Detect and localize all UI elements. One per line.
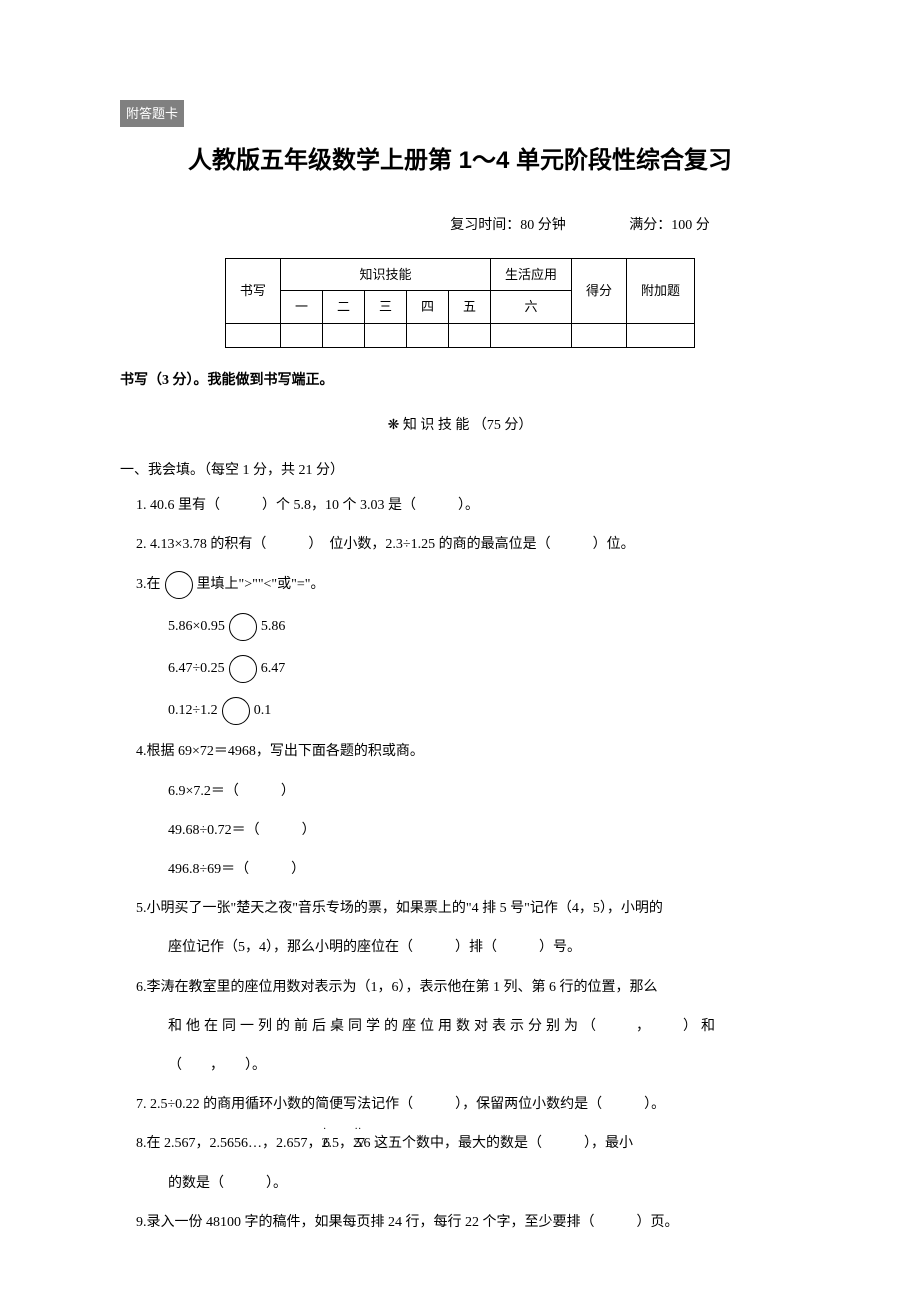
question-8: 8.在 2.567，2.5656…，2.657，2.56，2.65 7这五个数中… <box>120 1131 800 1156</box>
question-4: 4.根据 69×72＝4968，写出下面各题的积或商。 <box>120 739 800 764</box>
col-5: 五 <box>449 291 491 323</box>
question-6-line2: 和他在同一列的前后桌同学的座位用数对表示分别为（ ， ）和 <box>120 1014 800 1039</box>
q8-p7: 这五个数中，最大的数是（ ），最小 <box>374 1136 633 1151</box>
table-row: 书写 知识技能 生活应用 得分 附加题 <box>225 258 694 290</box>
empty-cell <box>322 323 364 347</box>
q3-text-end: 里填上">""<"或"="。 <box>197 578 325 593</box>
question-8-line2: 的数是（ ）。 <box>120 1171 800 1196</box>
extra-header: 附加题 <box>627 258 695 323</box>
q4-sub-a: 6.9×7.2＝（ ） <box>120 779 800 804</box>
question-6-line3: （ ， ）。 <box>120 1053 800 1078</box>
question-1: 1. 40.6 里有（ ）个 5.8，10 个 3.03 是（ ）。 <box>120 493 800 518</box>
q3-b2: 6.47 <box>261 662 286 677</box>
empty-cell <box>572 323 627 347</box>
q3-c1: 0.12÷1.2 <box>168 704 218 719</box>
col-3: 三 <box>364 291 406 323</box>
question-6: 6.李涛在教室里的座位用数对表示为（1，6），表示他在第 1 列、第 6 行的位… <box>120 975 800 1000</box>
circle-blank <box>222 697 250 725</box>
knowledge-label: ❋ 知 识 技 能 （75 分） <box>388 418 533 433</box>
q3-sub-c: 0.12÷1.2 0.1 <box>120 697 800 725</box>
section-1-header: 一、我会填。（每空 1 分，共 21 分） <box>120 458 800 483</box>
q6-line1: 6.李涛在教室里的座位用数对表示为（1，6），表示他在第 1 列、第 6 行的位… <box>136 980 658 995</box>
q3-sub-b: 6.47÷0.25 6.47 <box>120 655 800 683</box>
writing-header: 书写 <box>225 258 280 323</box>
q3-a2: 5.86 <box>261 620 286 635</box>
score-label: 满分：100 分 <box>629 213 710 238</box>
q3-b1: 6.47÷0.25 <box>168 662 225 677</box>
empty-cell <box>627 323 695 347</box>
answer-card-badge: 附答题卡 <box>120 100 184 127</box>
q5-line2: 座位记作（5，4），那么小明的座位在（ ）排（ ）号。 <box>168 940 581 955</box>
q6-line3: （ ， ）。 <box>168 1058 266 1073</box>
empty-cell <box>491 323 572 347</box>
q3-c2: 0.1 <box>254 704 272 719</box>
writing-section-header: 书写（3 分）。我能做到书写端正。 <box>120 368 800 393</box>
q4-sub-b: 49.68÷0.72＝（ ） <box>120 818 800 843</box>
empty-cell <box>449 323 491 347</box>
question-9: 9.录入一份 48100 字的稿件，如果每页排 24 行，每行 22 个字，至少… <box>120 1210 800 1235</box>
score-header: 得分 <box>572 258 627 323</box>
q3-a1: 5.86×0.95 <box>168 620 225 635</box>
q6-line2: 和他在同一列的前后桌同学的座位用数对表示分别为（ ， ）和 <box>168 1019 719 1034</box>
empty-cell <box>280 323 322 347</box>
circle-blank <box>165 571 193 599</box>
q8-line2: 的数是（ ）。 <box>168 1176 287 1191</box>
question-3: 3.在 里填上">""<"或"="。 <box>120 571 800 599</box>
question-7: 7. 2.5÷0.22 的商用循环小数的简便写法记作（ ），保留两位小数约是（ … <box>120 1092 800 1117</box>
col-6: 六 <box>491 291 572 323</box>
time-label: 复习时间：80 分钟 <box>450 213 566 238</box>
table-row <box>225 323 694 347</box>
circle-blank <box>229 655 257 683</box>
col-2: 二 <box>322 291 364 323</box>
application-header: 生活应用 <box>491 258 572 290</box>
meta-info: 复习时间：80 分钟 满分：100 分 <box>120 213 800 238</box>
q3-text-start: 3.在 <box>136 578 161 593</box>
score-table: 书写 知识技能 生活应用 得分 附加题 一 二 三 四 五 六 <box>225 258 695 348</box>
question-5: 5.小明买了一张"楚天之夜"音乐专场的票，如果票上的"4 排 5 号"记作（4，… <box>120 896 800 921</box>
q8-p1: 8.在 2.567，2.5656…，2.657，2.5 <box>136 1136 339 1151</box>
question-5-line2: 座位记作（5，4），那么小明的座位在（ ）排（ ）号。 <box>120 935 800 960</box>
question-2: 2. 4.13×3.78 的积有（ ） 位小数，2.3÷1.25 的商的最高位是… <box>120 532 800 557</box>
knowledge-section-title: ❋ 知 识 技 能 （75 分） <box>120 413 800 438</box>
empty-cell <box>364 323 406 347</box>
knowledge-header-cell: 知识技能 <box>280 258 490 290</box>
q5-line1: 5.小明买了一张"楚天之夜"音乐专场的票，如果票上的"4 排 5 号"记作（4，… <box>136 901 663 916</box>
empty-cell <box>225 323 280 347</box>
q4-sub-c: 496.8÷69＝（ ） <box>120 857 800 882</box>
col-4: 四 <box>406 291 448 323</box>
page-title: 人教版五年级数学上册第 1～4 单元阶段性综合复习 <box>120 139 800 182</box>
section-1: 一、我会填。（每空 1 分，共 21 分） 1. 40.6 里有（ ）个 5.8… <box>120 458 800 1235</box>
circle-blank <box>229 613 257 641</box>
col-1: 一 <box>280 291 322 323</box>
empty-cell <box>406 323 448 347</box>
q3-sub-a: 5.86×0.95 5.86 <box>120 613 800 641</box>
